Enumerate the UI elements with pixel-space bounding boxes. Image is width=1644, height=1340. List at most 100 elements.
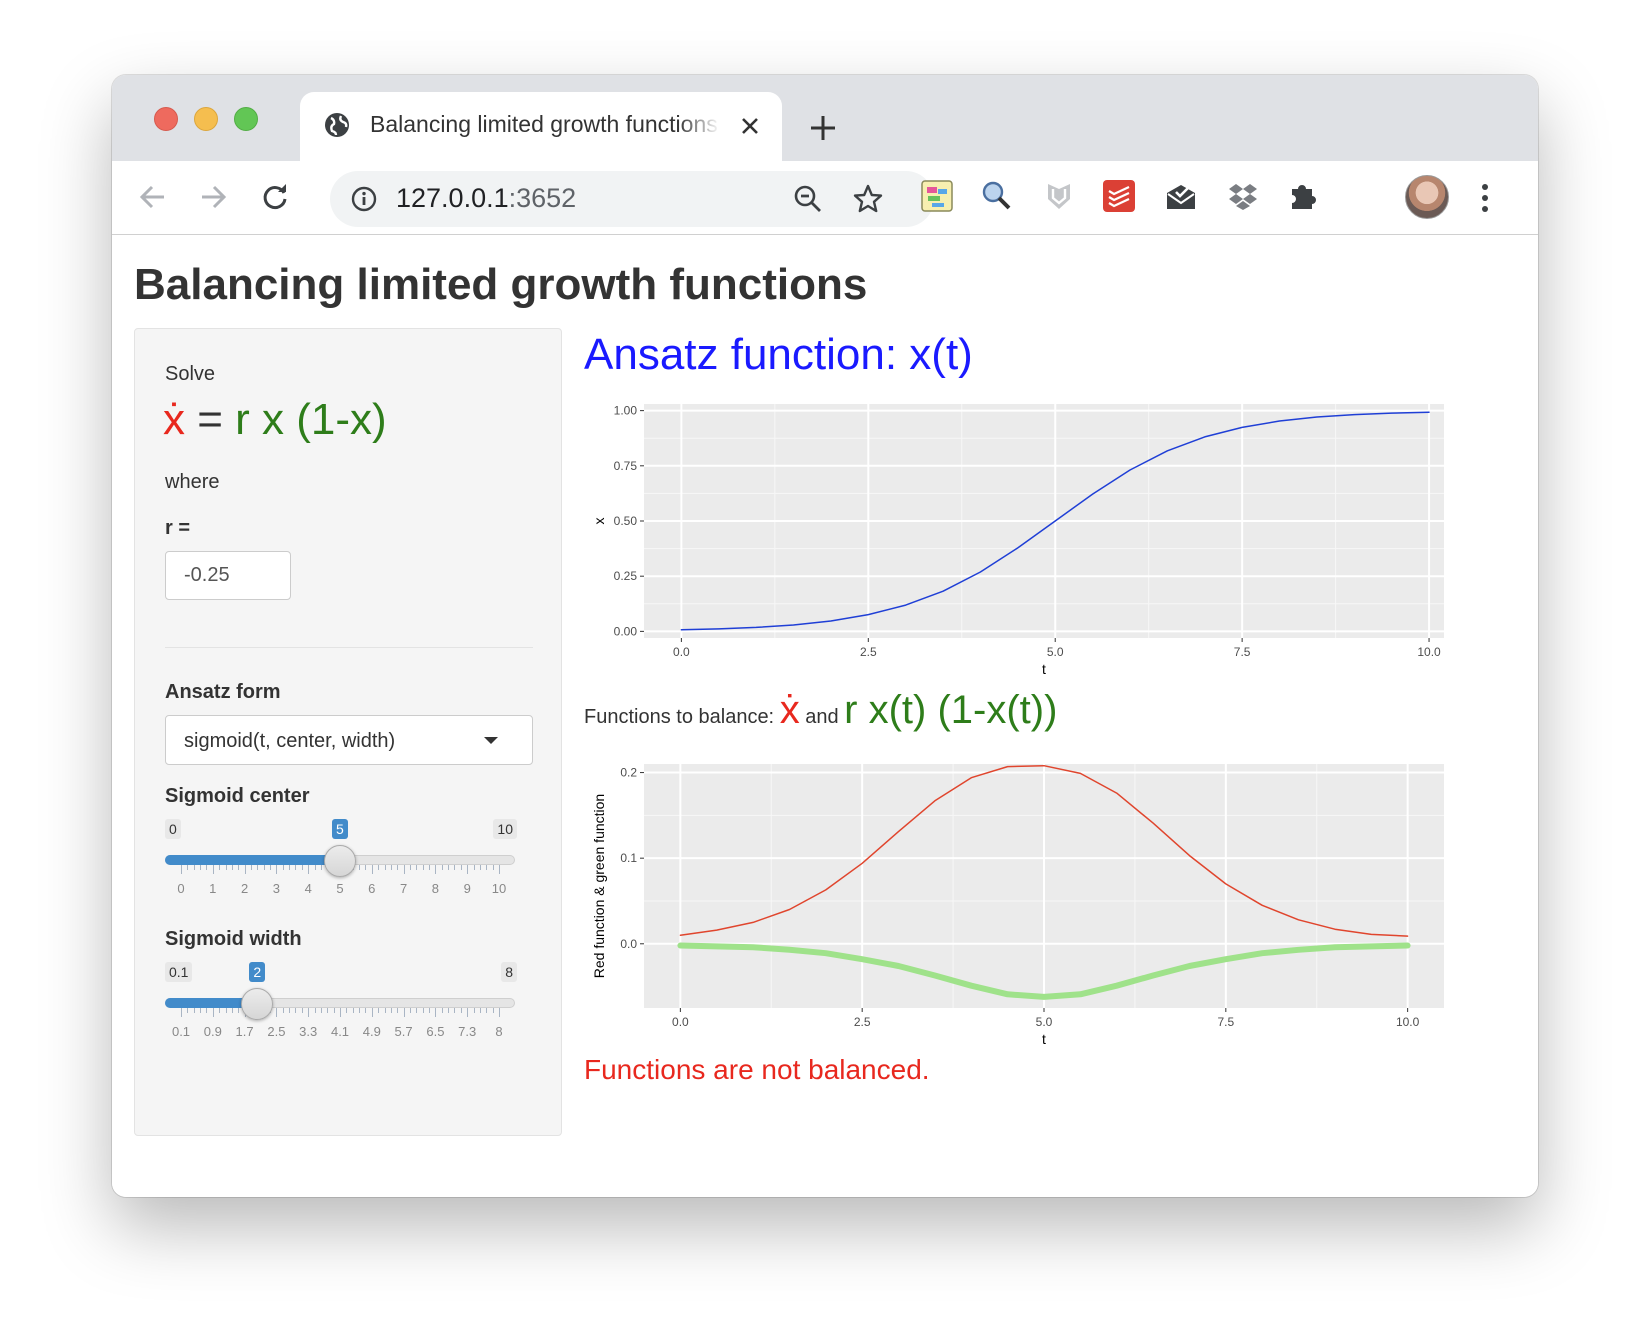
r-input[interactable]: [165, 551, 291, 600]
balance-and: and: [799, 706, 845, 728]
slider-tick: [460, 865, 462, 870]
slider-tick: [378, 1008, 380, 1013]
slider-tick: [193, 1008, 195, 1013]
close-tab-icon[interactable]: [736, 112, 764, 140]
slider-tick-label: 2: [240, 881, 249, 896]
slider-tick: [250, 865, 252, 870]
slider-tick: [231, 1008, 233, 1013]
y-tick-label: 1.00: [614, 404, 638, 418]
slider-tick: [320, 865, 322, 870]
slider-tick: [244, 865, 246, 874]
slider-tick: [340, 1008, 341, 1017]
slider-tick: [397, 865, 399, 870]
y-tick-label: 0.2: [620, 766, 637, 780]
profile-avatar[interactable]: [1405, 175, 1449, 219]
slider-tick: [467, 1008, 469, 1017]
search-extension-icon[interactable]: [980, 179, 1014, 213]
slider-tick: [454, 865, 456, 870]
ansatz-form-selected: sigmoid(t, center, width): [184, 730, 396, 752]
series-line-green-function: [677, 942, 1411, 1000]
slider-tick: [409, 1008, 411, 1013]
address-bar[interactable]: 127.0.0.1:3652: [330, 171, 934, 227]
bookmark-star-icon[interactable]: [852, 183, 884, 215]
slider-ticks: [165, 1008, 515, 1022]
slider-tick: [231, 865, 233, 870]
slider-tick: [289, 1008, 291, 1013]
slider-tick: [206, 1008, 208, 1013]
notes-extension-icon[interactable]: [920, 179, 954, 213]
reload-icon[interactable]: [258, 180, 292, 214]
slider-tick: [333, 1008, 335, 1013]
x-tick-label: 10.0: [1396, 1015, 1420, 1029]
equation-lhs: ẋ: [163, 395, 185, 444]
slider-handle[interactable]: [241, 988, 274, 1020]
maximize-window-button[interactable]: [234, 107, 258, 131]
sigmoid-width-slider[interactable]: 0.1 8 2 0.1 0.9 1.7 2.5 3.3 4.1 4.9 5.7 6.5 7.3 8: [165, 962, 517, 1062]
slider-tick-label: 8: [431, 881, 440, 896]
slider-tick: [270, 865, 272, 870]
puzzle-extensions-icon[interactable]: [1286, 179, 1320, 213]
x-tick-label: 0.0: [672, 1015, 689, 1029]
slider-tick: [314, 1008, 316, 1013]
shield-extension-icon[interactable]: [1042, 179, 1076, 213]
balance-green-term: r x(t) (1-x(t)): [844, 688, 1058, 732]
slider-tick: [486, 865, 488, 870]
slider-tick: [212, 1008, 214, 1017]
active-tab[interactable]: Balancing limited growth functions: [300, 92, 782, 161]
slider-tick: [200, 865, 202, 870]
slider-tick-label: 1.7: [235, 1024, 254, 1039]
sigmoid-center-slider[interactable]: 0 10 5 0 1 2 3 4 5 6 7 8 9 10: [165, 819, 517, 919]
sigmoid-center-label: Sigmoid center: [165, 785, 310, 807]
r-label: r =: [165, 517, 191, 539]
slider-value-label: 5: [332, 819, 348, 839]
slider-min-label: 0: [165, 819, 181, 839]
slider-tick: [479, 865, 481, 870]
slider-tick: [403, 1008, 405, 1017]
slider-tick: [181, 1008, 182, 1017]
forward-arrow-icon[interactable]: [196, 180, 230, 214]
slider-tick: [416, 1008, 418, 1013]
slider-tick: [346, 1008, 348, 1013]
ansatz-form-select[interactable]: sigmoid(t, center, width): [165, 715, 533, 765]
slider-tick: [320, 1008, 322, 1013]
y-tick-label: 0.00: [614, 624, 638, 638]
y-axis-label: Red function & green function: [591, 794, 607, 978]
slider-handle[interactable]: [324, 845, 356, 877]
zoom-out-icon[interactable]: [792, 183, 824, 215]
slider-tick: [206, 865, 208, 870]
minimize-window-button[interactable]: [194, 107, 218, 131]
slider-tick: [308, 865, 310, 874]
y-tick-label: 0.0: [620, 937, 637, 951]
y-axis-label: x: [591, 518, 607, 525]
info-icon[interactable]: [350, 185, 378, 213]
tab-title: Balancing limited growth functions: [370, 111, 718, 137]
slider-tick: [492, 1008, 494, 1013]
close-window-button[interactable]: [154, 107, 178, 131]
slider-ticks: [165, 865, 515, 879]
y-tick-label: 0.1: [620, 851, 637, 865]
todoist-extension-icon[interactable]: [1102, 179, 1136, 213]
slider-min-label: 0.1: [165, 962, 193, 982]
series-line-red-function: [679, 764, 1409, 937]
tab-strip: Balancing limited growth functions: [112, 75, 1538, 161]
slider-tick: [390, 865, 392, 870]
slider-tick: [492, 865, 494, 870]
slider-tick: [397, 1008, 399, 1013]
back-arrow-icon[interactable]: [136, 180, 170, 214]
slider-tick: [371, 865, 373, 874]
slider-tick: [225, 1008, 227, 1013]
slider-tick: [359, 1008, 361, 1013]
slider-tick: [276, 1008, 278, 1017]
slider-tick: [467, 865, 469, 874]
slider-tick: [429, 1008, 431, 1013]
slider-tick: [238, 1008, 240, 1013]
dropbox-extension-icon[interactable]: [1226, 179, 1260, 213]
slider-tick: [384, 1008, 386, 1013]
x-tick-label: 10.0: [1417, 645, 1441, 659]
slider-tick-label: 3: [272, 881, 281, 896]
new-tab-icon[interactable]: [807, 112, 839, 144]
mail-extension-icon[interactable]: [1164, 179, 1198, 213]
x-tick-label: 0.0: [673, 645, 690, 659]
slider-tick: [352, 1008, 354, 1013]
menu-kebab-icon[interactable]: [1478, 181, 1492, 215]
